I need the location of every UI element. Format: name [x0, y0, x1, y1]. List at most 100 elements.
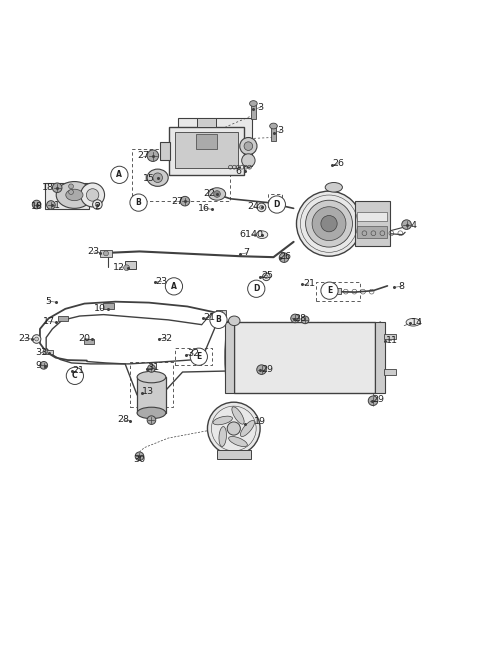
Circle shape	[334, 289, 337, 293]
Ellipse shape	[270, 123, 277, 129]
Circle shape	[257, 365, 266, 375]
Text: 14: 14	[411, 318, 423, 327]
Circle shape	[165, 277, 182, 295]
Text: E: E	[196, 352, 202, 361]
Text: 33: 33	[35, 348, 48, 357]
Bar	[45, 182, 89, 209]
Bar	[196, 134, 217, 148]
Text: B: B	[216, 316, 221, 324]
Circle shape	[111, 166, 128, 184]
Circle shape	[279, 253, 289, 262]
Text: 31: 31	[147, 363, 159, 372]
Bar	[84, 340, 94, 344]
Bar	[103, 303, 114, 309]
Bar	[358, 226, 387, 238]
Text: 6: 6	[235, 167, 241, 176]
Circle shape	[260, 205, 264, 209]
Text: 32: 32	[187, 350, 199, 358]
Bar	[271, 127, 276, 141]
Bar	[234, 322, 375, 392]
Text: 6140: 6140	[240, 230, 264, 239]
Text: 28: 28	[118, 415, 130, 424]
Circle shape	[86, 189, 99, 201]
Circle shape	[43, 350, 48, 354]
Bar	[384, 334, 396, 340]
FancyBboxPatch shape	[160, 142, 170, 159]
Text: 9: 9	[35, 361, 41, 370]
Circle shape	[66, 367, 84, 384]
Text: 26: 26	[332, 159, 344, 169]
Text: 26: 26	[279, 252, 291, 260]
Text: 15: 15	[143, 174, 155, 182]
Text: 21: 21	[72, 366, 84, 375]
Circle shape	[263, 273, 270, 281]
Text: 27: 27	[137, 151, 149, 160]
Ellipse shape	[137, 407, 166, 419]
Circle shape	[124, 265, 130, 270]
Text: 5: 5	[46, 297, 51, 306]
Ellipse shape	[240, 420, 254, 436]
Text: 23: 23	[87, 247, 100, 256]
Ellipse shape	[406, 318, 420, 326]
Text: 1: 1	[54, 201, 60, 211]
Bar	[137, 377, 166, 413]
Ellipse shape	[375, 322, 385, 392]
Circle shape	[214, 191, 220, 197]
Circle shape	[207, 402, 260, 455]
Circle shape	[241, 154, 255, 167]
Bar	[375, 322, 385, 392]
Bar	[331, 288, 340, 294]
Text: 28: 28	[294, 314, 306, 323]
Text: 20: 20	[78, 334, 90, 343]
Bar	[355, 201, 389, 247]
Ellipse shape	[137, 371, 166, 383]
Circle shape	[291, 314, 300, 323]
Circle shape	[248, 280, 265, 297]
Text: 25: 25	[261, 272, 273, 280]
Ellipse shape	[250, 100, 257, 106]
Text: 13: 13	[142, 387, 154, 396]
Bar	[217, 450, 251, 459]
Bar	[178, 118, 252, 166]
Text: 2: 2	[95, 202, 100, 211]
Circle shape	[368, 396, 378, 405]
Ellipse shape	[256, 231, 268, 239]
Circle shape	[321, 216, 337, 232]
Circle shape	[148, 365, 156, 372]
Bar	[58, 316, 68, 321]
Text: 19: 19	[254, 417, 266, 426]
Text: 12: 12	[113, 263, 125, 272]
Bar	[43, 350, 53, 354]
Circle shape	[268, 196, 286, 213]
Ellipse shape	[208, 188, 226, 200]
Text: 27: 27	[171, 197, 183, 206]
Ellipse shape	[147, 169, 168, 186]
Text: 29: 29	[261, 365, 273, 374]
Circle shape	[130, 194, 147, 211]
Circle shape	[32, 200, 41, 209]
Bar	[125, 262, 136, 269]
Circle shape	[69, 184, 73, 189]
Circle shape	[190, 348, 207, 365]
Ellipse shape	[228, 436, 247, 447]
Text: 3: 3	[257, 103, 264, 112]
Ellipse shape	[232, 407, 244, 424]
Text: 23: 23	[156, 277, 168, 286]
Ellipse shape	[213, 416, 232, 425]
Circle shape	[210, 311, 227, 329]
Text: A: A	[117, 171, 122, 179]
Bar	[225, 322, 234, 392]
Circle shape	[47, 201, 55, 209]
Circle shape	[264, 275, 268, 279]
Ellipse shape	[66, 189, 83, 201]
Text: 11: 11	[386, 336, 398, 345]
Text: 4: 4	[410, 220, 416, 230]
Circle shape	[402, 220, 411, 230]
Circle shape	[321, 282, 338, 299]
Circle shape	[153, 173, 162, 182]
Text: 3: 3	[277, 127, 284, 135]
Text: 17: 17	[43, 317, 55, 326]
Ellipse shape	[56, 182, 93, 209]
Bar	[100, 249, 112, 257]
Circle shape	[40, 361, 48, 369]
